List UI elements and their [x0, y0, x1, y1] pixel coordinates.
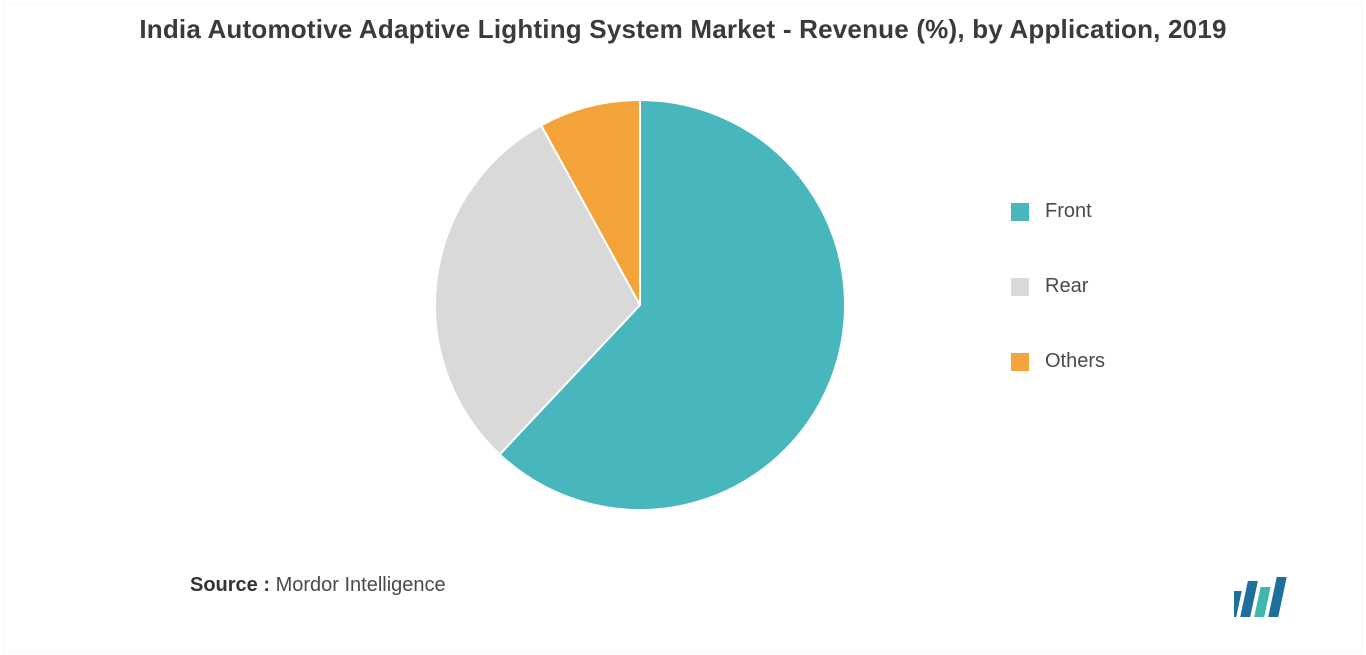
legend-item-front: Front	[1011, 200, 1161, 223]
legend-swatch-icon	[1011, 278, 1029, 296]
brand-logo	[1234, 571, 1306, 619]
legend-item-rear: Rear	[1011, 275, 1161, 298]
legend-swatch-icon	[1011, 353, 1029, 371]
legend-item-others: Others	[1011, 350, 1161, 373]
legend-label: Front	[1045, 200, 1092, 223]
chart-title: India Automotive Adaptive Lighting Syste…	[50, 14, 1316, 45]
source-attribution: Source : Mordor Intelligence	[190, 574, 446, 597]
chart-area: Front Rear Others	[0, 95, 1366, 525]
legend: Front Rear Others	[1011, 200, 1161, 425]
legend-swatch-icon	[1011, 203, 1029, 221]
legend-label: Others	[1045, 350, 1105, 373]
pie-chart	[430, 95, 850, 515]
source-value: Mordor Intelligence	[270, 574, 446, 596]
legend-label: Rear	[1045, 275, 1088, 298]
source-key: Source :	[190, 574, 270, 596]
